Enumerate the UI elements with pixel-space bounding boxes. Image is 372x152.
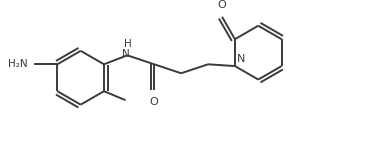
Text: O: O [150, 97, 158, 107]
Text: N: N [122, 48, 129, 59]
Text: O: O [217, 0, 226, 10]
Text: N: N [237, 54, 245, 64]
Text: H₂N: H₂N [8, 59, 28, 69]
Text: H: H [124, 39, 132, 49]
